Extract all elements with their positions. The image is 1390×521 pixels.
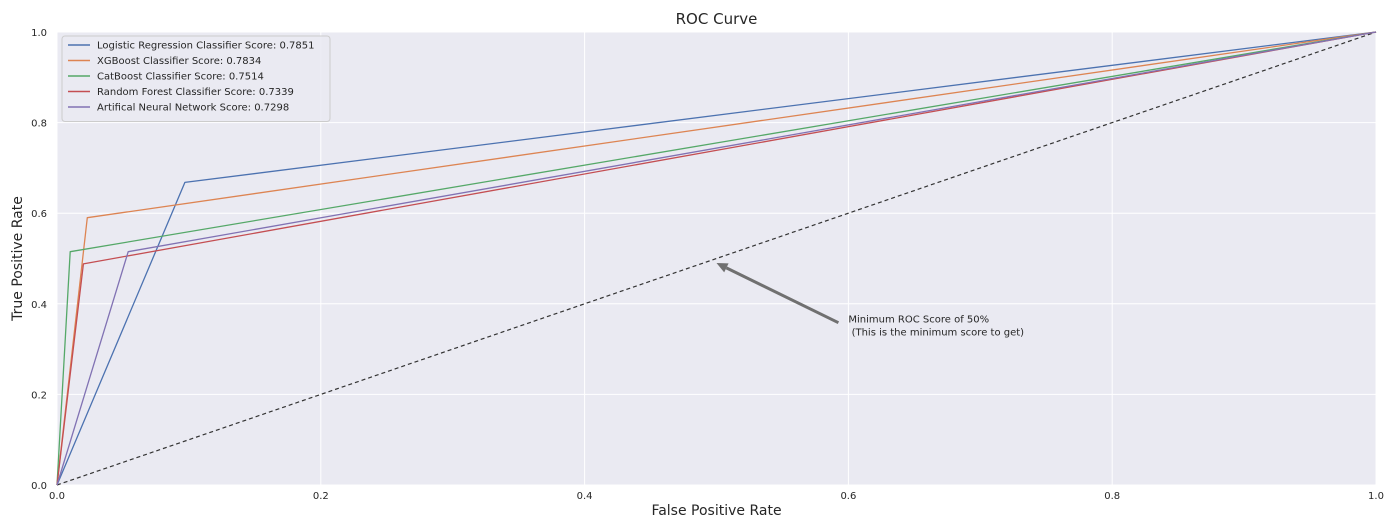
chart-title: ROC Curve: [676, 10, 758, 28]
annotation-arrow-head: [716, 263, 729, 273]
annotation-text-line-2: (This is the minimum score to get): [848, 328, 1024, 339]
y-tick-label: 0.8: [31, 119, 47, 130]
y-tick-label: 0.4: [31, 300, 47, 311]
annotation-arrow: [725, 266, 840, 325]
x-tick-label: 1.0: [1368, 491, 1384, 502]
legend: Logistic Regression Classifier Score: 0.…: [61, 35, 331, 122]
y-axis-ticks: 0.0 0.2 0.4 0.6 0.8 1.0: [31, 28, 47, 492]
x-tick-label: 0.0: [49, 491, 65, 502]
x-axis-ticks: 0.0 0.2 0.4 0.6 0.8 1.0: [49, 491, 1384, 502]
legend-label: Logistic Regression Classifier Score: 0.…: [97, 41, 314, 52]
legend-label: Random Forest Classifier Score: 0.7339: [97, 87, 294, 98]
random-baseline-line: [56, 31, 1377, 486]
grid-lines: [56, 31, 1377, 486]
legend-box: [61, 35, 331, 122]
series-line-1: [56, 31, 1377, 486]
annotation: Minimum ROC Score of 50% (This is the mi…: [716, 263, 1024, 339]
series-line-5: [56, 31, 1377, 486]
y-tick-label: 0.0: [31, 481, 47, 492]
x-tick-label: 0.4: [577, 491, 593, 502]
series-lines: [56, 31, 1377, 486]
series-line-4: [56, 31, 1377, 486]
x-tick-label: 0.8: [1104, 491, 1120, 502]
legend-label: Artifical Neural Network Score: 0.7298: [97, 103, 289, 114]
x-tick-label: 0.6: [840, 491, 856, 502]
y-tick-label: 0.2: [31, 390, 47, 401]
y-tick-label: 1.0: [31, 28, 47, 39]
y-axis-label: True Positive Rate: [10, 196, 26, 322]
x-axis-label: False Positive Rate: [651, 503, 781, 519]
y-tick-label: 0.6: [31, 209, 47, 220]
x-tick-label: 0.2: [313, 491, 329, 502]
annotation-text-line-1: Minimum ROC Score of 50%: [848, 315, 989, 326]
legend-label: CatBoost Classifier Score: 0.7514: [97, 72, 264, 83]
series-line-3: [56, 31, 1377, 486]
legend-label: XGBoost Classifier Score: 0.7834: [97, 56, 261, 67]
